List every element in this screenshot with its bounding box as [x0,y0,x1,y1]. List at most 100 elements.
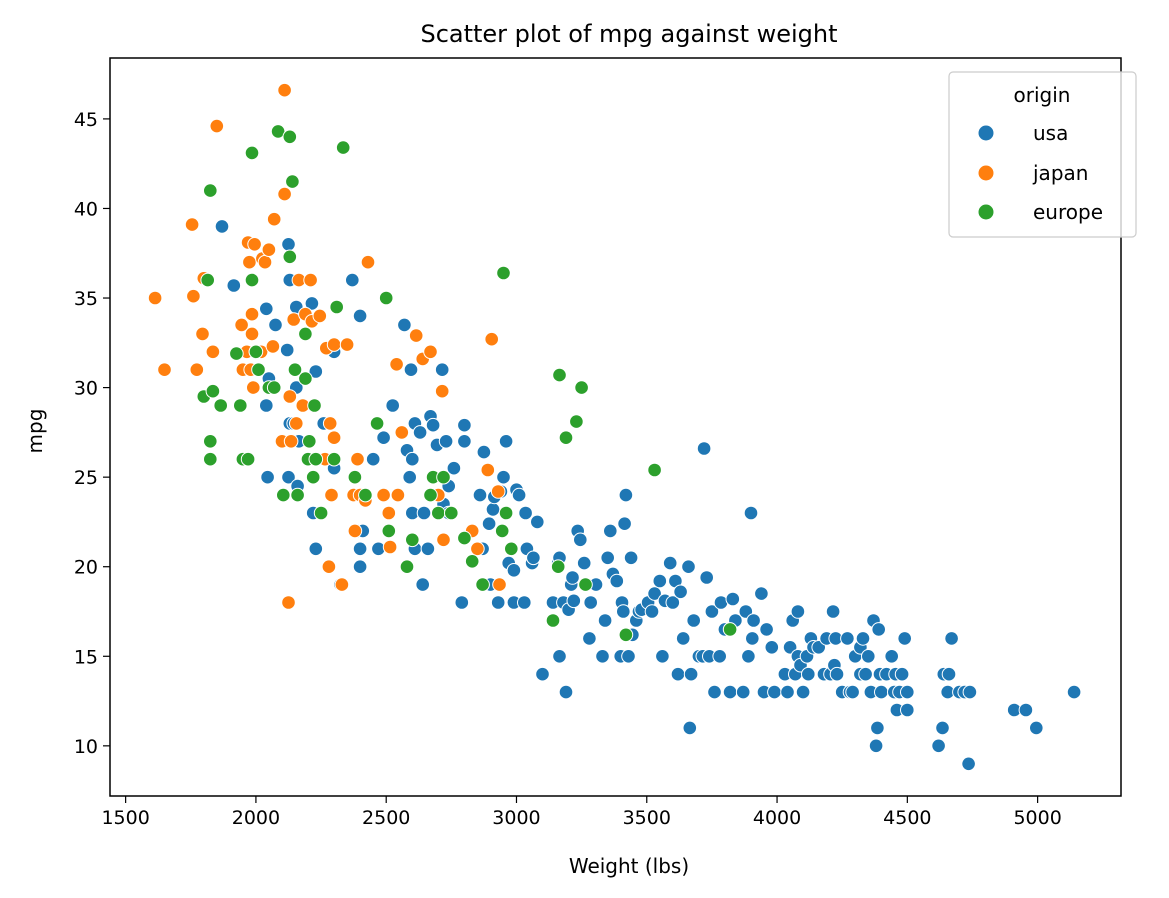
point-usa [682,720,698,736]
point-japan [242,254,257,270]
point-japan [247,237,262,252]
point-usa [855,631,871,646]
point-usa [618,487,634,503]
point-usa [617,516,632,532]
point-usa [454,595,470,610]
point-usa [623,550,639,566]
point-europe [229,346,244,361]
point-usa [861,649,876,664]
point-japan [326,430,342,446]
point-usa [595,649,610,664]
point-europe [298,371,313,386]
legend-marker-japan [977,164,995,182]
point-usa [1029,720,1044,736]
point-usa [415,577,431,592]
x-axis-label: Weight (lbs) [569,854,689,878]
point-usa [935,720,950,736]
point-japan [195,326,210,342]
point-europe [552,367,567,383]
point-europe [200,272,215,288]
point-japan [408,328,424,343]
point-europe [329,299,345,315]
point-usa [655,649,670,664]
point-usa [385,398,401,413]
point-usa [1018,702,1034,718]
point-usa [308,364,324,379]
point-usa [402,469,418,485]
point-europe [313,505,329,521]
point-japan [246,380,261,395]
legend-label-japan: japan [1032,161,1088,185]
point-usa [345,272,360,288]
y-tick-label: 45 [74,109,98,131]
y-tick-label: 25 [74,467,98,489]
x-tick-label: 5000 [1013,807,1061,829]
x-tick-label: 2000 [232,807,280,829]
point-usa [434,362,450,378]
point-japan [157,362,172,378]
point-japan [322,416,338,431]
point-japan [244,326,260,342]
x-tick-label: 3000 [492,807,540,829]
point-usa [704,604,720,619]
y-tick-label: 15 [74,646,98,668]
point-europe [203,434,218,449]
point-usa [683,666,699,682]
point-europe [457,530,472,546]
point-europe [618,627,634,643]
point-usa [397,317,412,333]
point-europe [282,249,298,265]
point-europe [378,290,394,306]
x-tick-label: 3500 [623,807,671,829]
point-usa [214,219,230,234]
point-usa [741,649,756,664]
point-usa [884,649,900,664]
point-usa [226,278,242,293]
point-usa [900,702,915,718]
point-usa [352,541,368,557]
chart-title: Scatter plot of mpg against weight [420,20,837,48]
point-japan [394,425,410,440]
point-europe [722,622,738,637]
point-usa [260,469,275,485]
y-axis: 10 15 20 25 30 35 40 45 [74,109,110,758]
point-usa [961,756,976,772]
point-japan [360,254,376,270]
x-tick-label: 2500 [362,807,410,829]
point-usa [759,622,774,637]
point-usa [941,666,957,682]
point-usa [825,604,841,619]
points-layer [147,82,1082,772]
point-japan [312,308,328,324]
point-usa [530,514,545,530]
point-europe [578,577,593,592]
point-japan [350,451,365,467]
point-usa [365,451,381,467]
point-japan [326,337,342,352]
point-usa [652,573,668,589]
point-japan [147,290,163,306]
point-usa [496,469,511,485]
point-europe [550,559,566,575]
y-tick-label: 35 [74,288,98,310]
legend-title: origin [1014,83,1071,107]
point-usa [722,684,738,700]
point-europe [464,554,480,569]
y-axis-label: mpg [23,409,47,454]
point-usa [735,684,751,700]
point-europe [240,451,256,467]
point-usa [517,595,532,610]
point-usa [552,649,567,664]
point-usa [600,550,616,566]
point-japan [484,331,500,347]
point-europe [347,469,363,485]
point-usa [558,684,574,700]
point-usa [801,666,816,682]
point-usa [725,591,741,607]
point-usa [962,684,978,700]
legend-marker-europe [977,203,995,221]
point-usa [498,434,514,449]
point-japan [257,254,273,270]
point-europe [558,430,574,446]
